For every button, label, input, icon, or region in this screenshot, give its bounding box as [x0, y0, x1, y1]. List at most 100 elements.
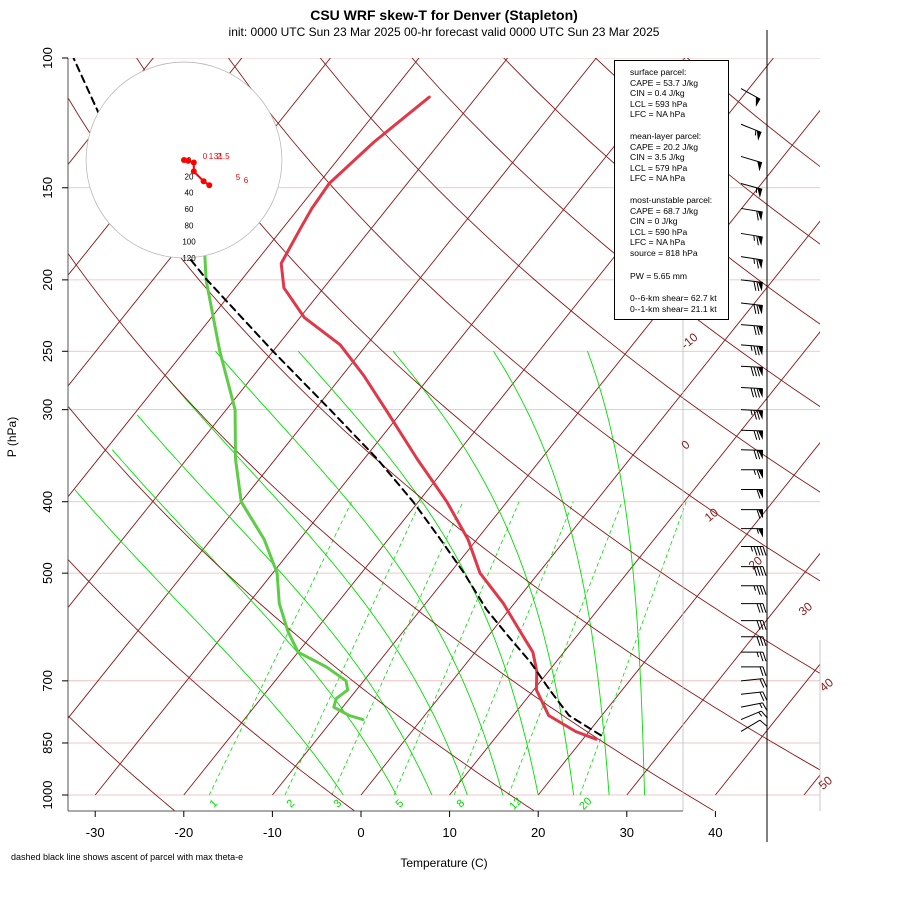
most-unstable-lcl: LCL = 590 hPa [630, 226, 688, 237]
hodograph-point [200, 178, 207, 185]
wind-barb-full [756, 620, 761, 630]
wind-barb-shaft [740, 324, 763, 327]
wind-barb [741, 620, 767, 630]
chart-title: CSU WRF skew-T for Denver (Stapleton) [310, 7, 578, 23]
dry-adiabat [227, 58, 820, 582]
wind-barb-pennant [756, 130, 762, 141]
y-tick-label: 700 [40, 670, 55, 692]
wind-barb-shaft [740, 710, 762, 721]
moist-adiabat [297, 350, 539, 796]
isotherm-line [715, 663, 820, 796]
wind-barb-half [753, 469, 756, 475]
wind-barb-full [756, 546, 761, 556]
wind-barb-pennant [758, 469, 763, 479]
wind-barb-full [756, 450, 761, 460]
wind-barb-full [753, 366, 757, 377]
mixing-ratio-line [393, 501, 520, 796]
wind-barb-full [756, 366, 760, 377]
mean-layer-lfc: LFC = NA hPa [630, 173, 686, 184]
isotherm-label: 30 [796, 599, 815, 619]
wind-barb-full [762, 666, 767, 676]
wind-barb [740, 719, 768, 732]
mixing-ratio-line [508, 501, 623, 796]
most-unstable-header: most-unstable parcel: [630, 195, 713, 205]
wind-barb [741, 566, 767, 576]
wind-barb [741, 636, 767, 646]
y-axis-label: P (hPa) [5, 416, 20, 458]
x-tick-label: -30 [86, 825, 105, 840]
x-tick-label: 0 [357, 825, 364, 840]
wind-barb [740, 155, 763, 172]
precipitable-water: PW = 5.65 mm [630, 271, 688, 281]
wind-barb-full [759, 546, 764, 556]
shear-group: 0--6-km shear= 62.7 kt 0--1-km shear= 21… [630, 293, 717, 314]
y-tick-label: 1000 [40, 781, 55, 810]
wind-barb-full [762, 702, 768, 712]
wind-barb [740, 279, 763, 292]
wind-barb-pennant [758, 509, 763, 519]
moist-adiabat [111, 449, 397, 796]
hodograph-ring-label: 80 [185, 221, 194, 230]
wind-barb [740, 256, 763, 269]
wind-barb-shaft [740, 678, 763, 682]
mixing-ratio-label: 5 [393, 797, 406, 810]
isotherm-line [272, 109, 820, 796]
mixing-ratio-label: 1 [207, 797, 220, 810]
wind-barb-full [762, 678, 768, 688]
moist-adiabat [136, 414, 433, 796]
wind-barb-pennant [757, 450, 763, 460]
wind-barb-pennant [757, 430, 763, 440]
mean-layer-lcl: LCL = 579 hPa [630, 162, 688, 173]
dry-adiabat [68, 558, 355, 811]
dewpoint-trace [201, 226, 365, 722]
wind-barb-half [758, 711, 763, 717]
wind-barb-half [750, 410, 753, 416]
y-tick-label: 850 [40, 732, 55, 754]
mean-layer-parcel-group: mean-layer parcel: CAPE = 20.2 J/kg CIN … [630, 131, 701, 184]
wind-barb [740, 232, 763, 246]
surface-lfc: LFC = NA hPa [630, 109, 686, 120]
wind-barb-full [762, 546, 767, 556]
dry-adiabat [68, 252, 714, 811]
wind-barb-full [759, 566, 764, 576]
wind-barb-shaft [740, 155, 763, 164]
parcel-footnote: dashed black line shows ascent of parcel… [11, 852, 244, 862]
dry-adiabat-lines [68, 58, 820, 811]
wind-barb-pennant [757, 367, 763, 377]
isotherm-label: 0 [678, 437, 692, 452]
isotherm-line [68, 58, 509, 609]
mixing-ratio-line [453, 501, 574, 796]
moist-adiabat [392, 351, 575, 796]
isotherm-line [68, 58, 597, 719]
wind-barb [740, 183, 763, 198]
hodograph-ring-label: 120 [182, 254, 196, 263]
wind-barb-full [762, 636, 767, 646]
wind-barb-half [753, 258, 756, 264]
wind-barb-full [756, 585, 761, 595]
wind-barb [741, 528, 763, 538]
mean-layer-cin: CIN = 3.5 J/kg [630, 152, 685, 163]
most-unstable-cape: CAPE = 68.7 J/kg [630, 205, 699, 216]
mean-layer-cape: CAPE = 20.2 J/kg [630, 141, 699, 152]
wind-barb-pennant [757, 346, 763, 356]
wind-barb [740, 88, 761, 108]
wind-barb-shaft [740, 232, 763, 238]
wind-barb-pennant [757, 304, 763, 315]
wind-barb-full [753, 388, 757, 398]
wind-barb-pennant [758, 528, 763, 538]
dry-adiabat [68, 97, 820, 771]
wind-barb [741, 545, 767, 556]
wind-barb-pennant [757, 410, 763, 420]
wind-barb-pennant [757, 326, 763, 336]
hodograph-point [206, 182, 213, 189]
isotherm-label: -10 [678, 330, 701, 352]
wind-barb-full [756, 566, 761, 576]
mixing-ratio-line [284, 501, 421, 796]
wind-barb [740, 710, 768, 721]
wind-barb-full [753, 304, 757, 314]
wind-barb-pennant [757, 236, 763, 246]
hodograph-point [190, 159, 197, 166]
hodograph-ring-label: 60 [185, 205, 194, 214]
most-unstable-cin: CIN = 0 J/kg [630, 216, 678, 227]
wind-barb-full [756, 210, 759, 221]
